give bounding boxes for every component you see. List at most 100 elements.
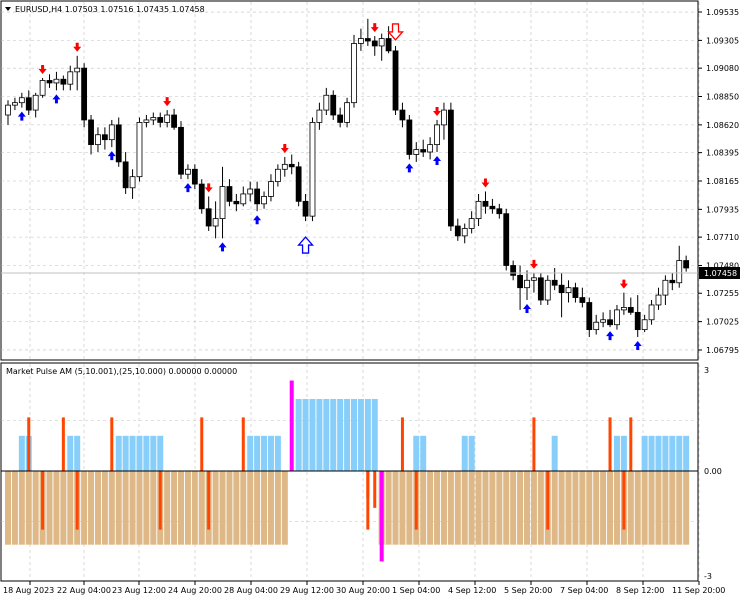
bear-candle bbox=[122, 161, 129, 189]
indicator-tan-bar bbox=[482, 471, 489, 545]
indicator-blue-bar bbox=[295, 398, 302, 471]
indicator-blue-bar bbox=[641, 435, 648, 471]
bull-candle bbox=[240, 193, 247, 205]
indicator-blue-bar bbox=[150, 435, 157, 471]
price-panel[interactable] bbox=[0, 0, 699, 361]
indicator-tan-bar bbox=[683, 471, 690, 545]
bull-candle bbox=[648, 304, 655, 321]
bull-candle bbox=[344, 102, 350, 123]
price-axis: 1.09535 1.09305 1.09080 1.08850 1.08620 1.083… bbox=[698, 8, 739, 355]
indicator-blue-bar bbox=[669, 435, 676, 471]
indicator-blue-bar bbox=[136, 435, 143, 471]
bull-candle bbox=[219, 186, 226, 220]
bear-candle bbox=[482, 200, 489, 207]
bear-candle bbox=[46, 80, 53, 84]
bear-candle bbox=[551, 279, 558, 286]
bear-candle bbox=[330, 94, 337, 116]
sell-arrow-icon bbox=[73, 42, 82, 52]
time-label: 18 Aug 2023 bbox=[3, 586, 54, 595]
bear-candle bbox=[669, 279, 676, 284]
bull-candle bbox=[268, 181, 274, 197]
bull-candle bbox=[544, 279, 551, 301]
indicator-tan-bar bbox=[240, 471, 247, 545]
indicator-tan-bar bbox=[122, 471, 129, 545]
buy-arrow-icon bbox=[17, 111, 26, 121]
sell-arrow-icon bbox=[280, 143, 289, 153]
bull-candle bbox=[378, 38, 385, 47]
indicator-tan-bar bbox=[226, 471, 233, 545]
indicator-orange-spike bbox=[629, 417, 633, 471]
time-label: 1 Sep 04:00 bbox=[392, 586, 440, 595]
bear-candle bbox=[295, 166, 302, 202]
indicator-tan-bar bbox=[530, 471, 537, 545]
indicator-orange-spike bbox=[373, 471, 377, 508]
bull-candle bbox=[531, 277, 537, 281]
bull-candle bbox=[441, 109, 447, 126]
indicator-orange-spike bbox=[200, 417, 204, 471]
indicator-tan-bar bbox=[593, 471, 600, 545]
dropdown-triangle-icon[interactable] bbox=[5, 7, 11, 11]
sell-arrow-icon bbox=[370, 23, 379, 33]
indicator-blue-bar bbox=[309, 398, 316, 471]
time-label: 24 Aug 20:00 bbox=[168, 586, 222, 595]
bull-candle bbox=[316, 109, 323, 123]
bear-candle bbox=[233, 200, 240, 205]
indicator-tan-bar bbox=[178, 471, 184, 545]
indicator-magenta-spike bbox=[289, 380, 294, 471]
indicator-orange-spike bbox=[414, 471, 418, 530]
indicator-tan-bar bbox=[261, 471, 268, 545]
bull-candle bbox=[108, 124, 115, 141]
indicator-tan-bar bbox=[600, 471, 607, 545]
indicator-tan-bar bbox=[503, 471, 510, 545]
bull-candle bbox=[323, 94, 330, 111]
indicator-tan-bar bbox=[510, 471, 517, 545]
indicator-tan-bar bbox=[517, 471, 524, 545]
buy-arrow-icon bbox=[405, 163, 414, 173]
indicator-orange-spike bbox=[27, 417, 31, 471]
indicator-tan-bar bbox=[184, 471, 191, 545]
indicator-tan-bar bbox=[662, 471, 669, 545]
indicator-scale-top: 3 bbox=[704, 366, 709, 375]
time-label: 7 Sep 04:00 bbox=[560, 586, 608, 595]
symbol-info-text: EURUSD,H4 1.07503 1.07516 1.07435 1.0745… bbox=[15, 5, 205, 14]
bear-candle bbox=[420, 149, 427, 153]
time-label: 29 Aug 12:00 bbox=[280, 586, 334, 595]
indicator-blue-bar bbox=[613, 435, 620, 471]
indicator-tan-bar bbox=[136, 471, 143, 545]
time-label: 8 Sep 12:00 bbox=[616, 586, 664, 595]
indicator-tan-bar bbox=[81, 471, 88, 545]
indicator-tan-bar bbox=[281, 471, 288, 545]
indicator-tan-bar bbox=[198, 471, 205, 545]
indicator-tan-bar bbox=[67, 471, 74, 545]
bear-candle bbox=[205, 208, 212, 227]
current-price-badge: 1.07458 bbox=[699, 267, 740, 279]
price-label: 1.07710 bbox=[706, 233, 739, 242]
bull-candle bbox=[74, 67, 81, 73]
indicator-tan-bar bbox=[53, 471, 60, 545]
sell-arrow-icon bbox=[619, 279, 628, 289]
indicator-tan-bar bbox=[669, 471, 676, 545]
indicator-tan-bar bbox=[129, 471, 136, 545]
bear-candle bbox=[371, 40, 378, 47]
indicator-tan-bar bbox=[143, 471, 150, 545]
indicator-tan-bar bbox=[420, 471, 427, 545]
bull-candle bbox=[18, 97, 25, 104]
time-axis: 18 Aug 2023 22 Aug 04:00 23 Aug 12:00 24 Au… bbox=[3, 581, 725, 595]
buy-arrow-icon bbox=[218, 242, 227, 252]
big-buy-arrow-icon bbox=[297, 236, 314, 254]
indicator-tan-bar bbox=[648, 471, 655, 545]
indicator-blue-bar bbox=[330, 398, 337, 471]
indicator-scale-bottom: -3 bbox=[704, 572, 712, 581]
bear-candle bbox=[572, 287, 579, 298]
indicator-tan-bar bbox=[434, 471, 441, 545]
indicator-tan-bar bbox=[572, 471, 579, 545]
price-label: 1.09305 bbox=[706, 36, 739, 45]
bull-candle bbox=[662, 279, 669, 296]
indicator-tan-bar bbox=[115, 471, 122, 545]
sell-arrow-icon bbox=[529, 259, 538, 269]
indicator-tan-bar bbox=[219, 471, 226, 545]
indicator-tan-bar bbox=[392, 471, 399, 545]
indicator-tan-bar bbox=[427, 471, 434, 545]
indicator-tan-bar bbox=[586, 471, 593, 545]
